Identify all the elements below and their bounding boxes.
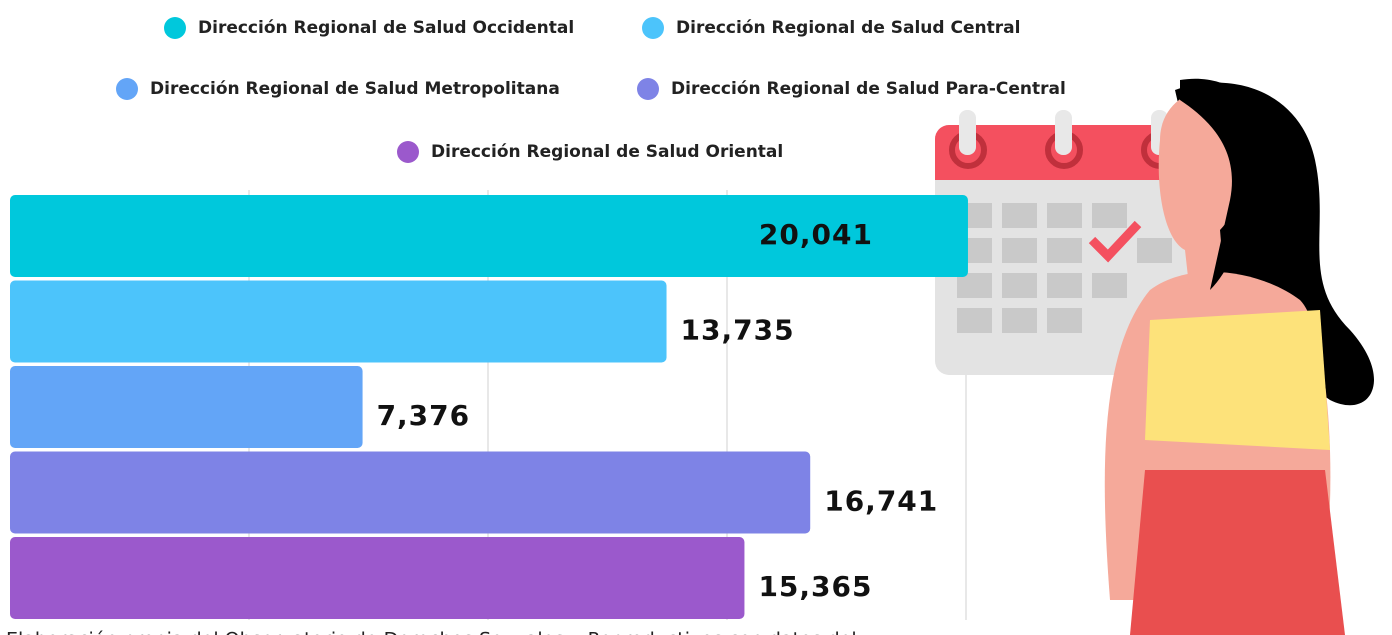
bar xyxy=(10,195,968,277)
value-label: 20,041 xyxy=(759,218,873,251)
bar xyxy=(10,451,811,534)
bar xyxy=(10,537,745,619)
legend-swatch xyxy=(164,17,186,39)
legend-label: Dirección Regional de Salud Para-Central xyxy=(671,79,1066,99)
value-label: 15,365 xyxy=(758,570,872,603)
bar xyxy=(10,280,667,363)
legend-swatch xyxy=(116,78,138,100)
woman-illustration xyxy=(1104,78,1374,635)
value-label: 7,376 xyxy=(377,399,471,432)
legend-swatch xyxy=(642,17,664,39)
bars: 20,041 13,735 7,376 16,741 15,365 xyxy=(10,195,968,619)
legend-swatch xyxy=(397,141,419,163)
legend-label: Dirección Regional de Salud Occidental xyxy=(198,18,574,38)
legend-label: Dirección Regional de Salud Central xyxy=(676,18,1020,38)
legend-label: Dirección Regional de Salud Oriental xyxy=(431,142,783,162)
legend-swatch xyxy=(637,78,659,100)
source-note: Elaboración propia del Observatorio de D… xyxy=(6,629,857,635)
legend-label: Dirección Regional de Salud Metropolitan… xyxy=(150,79,560,99)
value-label: 13,735 xyxy=(681,314,795,347)
bar xyxy=(10,366,363,448)
value-label: 16,741 xyxy=(824,485,938,518)
